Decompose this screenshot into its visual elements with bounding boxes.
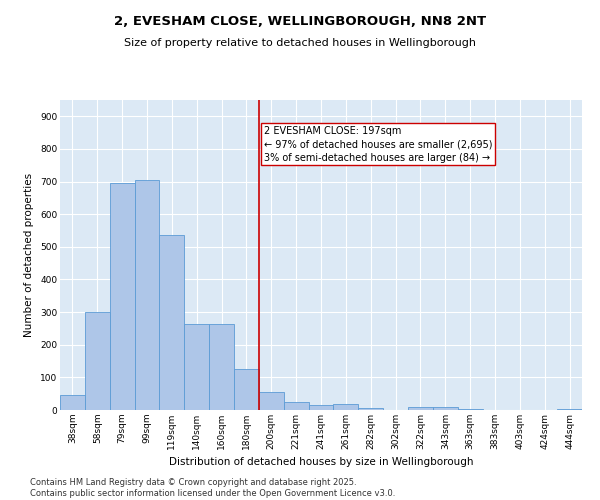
Bar [557,409,582,410]
Bar [134,180,160,410]
Bar [358,408,383,410]
Text: 2, EVESHAM CLOSE, WELLINGBOROUGH, NN8 2NT: 2, EVESHAM CLOSE, WELLINGBOROUGH, NN8 2N… [114,15,486,28]
Bar [85,312,110,410]
Bar [184,324,209,410]
Text: Contains HM Land Registry data © Crown copyright and database right 2025.
Contai: Contains HM Land Registry data © Crown c… [30,478,395,498]
Bar [433,406,458,410]
Bar [284,402,308,410]
Bar [308,405,334,410]
Y-axis label: Number of detached properties: Number of detached properties [25,173,34,337]
Bar [209,324,234,410]
Bar [408,406,433,410]
Text: 2 EVESHAM CLOSE: 197sqm
← 97% of detached houses are smaller (2,695)
3% of semi-: 2 EVESHAM CLOSE: 197sqm ← 97% of detache… [264,126,493,162]
Bar [259,392,284,410]
Bar [334,404,358,410]
Text: Size of property relative to detached houses in Wellingborough: Size of property relative to detached ho… [124,38,476,48]
Bar [60,396,85,410]
X-axis label: Distribution of detached houses by size in Wellingborough: Distribution of detached houses by size … [169,458,473,468]
Bar [234,369,259,410]
Bar [110,183,134,410]
Bar [458,409,482,410]
Bar [160,236,184,410]
